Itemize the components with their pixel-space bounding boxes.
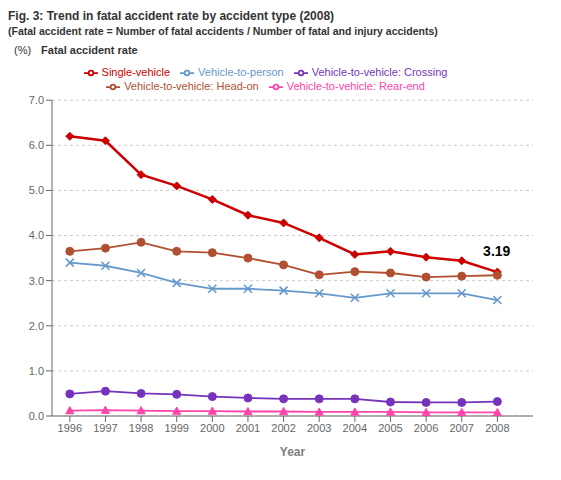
svg-text:2004: 2004 [343,422,367,434]
html-text:Fatal accident rate: Fatal accident rate [41,44,138,56]
svg-text:5.0: 5.0 [29,184,44,196]
svg-text:4.0: 4.0 [29,229,44,241]
svg-text:2005: 2005 [378,422,402,434]
svg-text:3.19: 3.19 [483,243,510,259]
svg-text:2.0: 2.0 [29,320,44,332]
svg-text:1999: 1999 [164,422,188,434]
svg-text:Year: Year [280,445,306,459]
svg-text:2007: 2007 [449,422,473,434]
svg-text:1996: 1996 [58,422,82,434]
html-text:Vehicle-to-vehicle: Head-on: Vehicle-to-vehicle: Head-on [124,80,259,93]
svg-text:6.0: 6.0 [29,139,44,151]
svg-text:2001: 2001 [236,422,260,434]
svg-text:2006: 2006 [414,422,438,434]
svg-text:3.0: 3.0 [29,275,44,287]
html-text:Single-vehicle: Single-vehicle [101,66,171,78]
svg-text:1998: 1998 [129,422,153,434]
svg-text:2003: 2003 [307,422,331,434]
html-text:Vehicle-to-vehicle: Rear-end: Vehicle-to-vehicle: Rear-end [286,80,425,93]
svg-text:2002: 2002 [271,422,295,434]
html-text:Vehicle-to-vehicle: Crossing: Vehicle-to-vehicle: Crossing [311,66,448,78]
svg-text:1997: 1997 [93,422,117,434]
svg-text:7.0: 7.0 [29,94,44,106]
html-text:(Fatal accident rate = Number: (Fatal accident rate = Number of fatal a… [8,25,438,37]
svg-text:2000: 2000 [200,422,224,434]
html-text:Fig. 3: Trend in fatal acciden: Fig. 3: Trend in fatal accident rate by … [8,9,335,23]
svg-text:1.0: 1.0 [29,365,44,377]
svg-text:0.0: 0.0 [29,410,44,422]
html-text:Vehicle-to-person: Vehicle-to-person [198,66,284,78]
svg-text:2008: 2008 [485,422,509,434]
